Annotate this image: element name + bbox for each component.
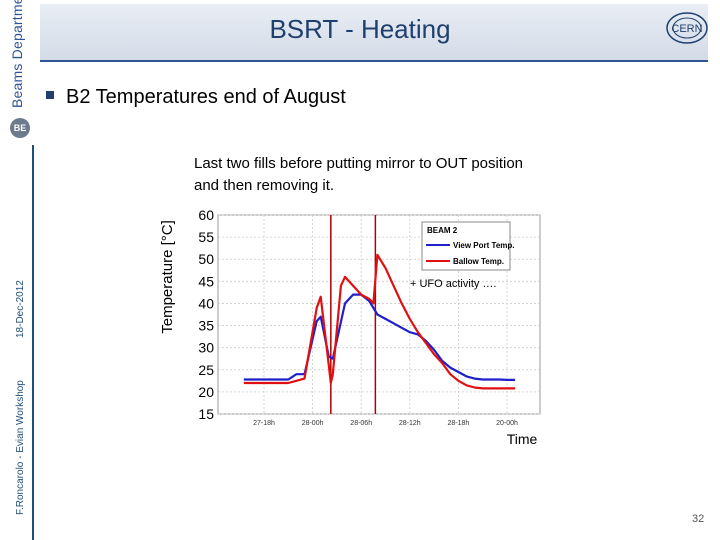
page-number: 32 bbox=[692, 513, 705, 525]
footer-date: 18-Dec-2012 bbox=[15, 280, 26, 338]
sidebar-bottom bbox=[0, 145, 34, 540]
y-tick-label: 25 bbox=[198, 362, 214, 378]
y-tick-label: 45 bbox=[198, 273, 214, 289]
legend: BEAM 2 View Port Temp. Ballow Temp. bbox=[421, 221, 515, 271]
y-tick-label: 30 bbox=[198, 340, 214, 356]
y-tick-label: 15 bbox=[198, 406, 214, 422]
y-tick-label: 60 bbox=[198, 207, 214, 223]
header-bar bbox=[40, 4, 708, 62]
x-tick-label: 20-00h bbox=[496, 420, 518, 427]
chart-grid bbox=[218, 214, 540, 415]
y-tick-label: 55 bbox=[198, 229, 214, 245]
bullet-text: B2 Temperatures end of August bbox=[66, 86, 346, 108]
x-tick-label: 28-06h bbox=[350, 420, 372, 427]
bullet-square-icon bbox=[46, 90, 54, 99]
x-axis-label: Time bbox=[507, 431, 538, 447]
cern-logo-text: CERN bbox=[671, 23, 702, 35]
series-lines bbox=[243, 253, 516, 390]
x-tick-label: 28-18h bbox=[448, 420, 470, 427]
y-tick-label: 40 bbox=[198, 295, 214, 311]
y-tick-label: 20 bbox=[198, 384, 214, 400]
legend-label-bellow: Ballow Temp. bbox=[453, 257, 504, 266]
bullet-point: B2 Temperatures end of August bbox=[46, 86, 346, 109]
x-tick-labels: 27-18h 28-00h 28-06h 28-12h 28-18h 20-00h bbox=[253, 420, 518, 427]
x-tick-label: 28-12h bbox=[399, 420, 421, 427]
legend-title: BEAM 2 bbox=[427, 226, 458, 235]
cern-logo-icon: CERN bbox=[666, 12, 708, 44]
description-line-1: Last two fills before putting mirror to … bbox=[194, 155, 524, 172]
x-tick-label: 28-00h bbox=[302, 420, 324, 427]
y-tick-label: 50 bbox=[198, 251, 214, 267]
sidebar: Beams Department BE F.Roncarolo - Evian … bbox=[0, 0, 34, 540]
x-tick-label: 27-18h bbox=[253, 420, 275, 427]
description-line-2: and then removing it. bbox=[194, 177, 335, 194]
slide-title: BSRT - Heating bbox=[269, 14, 451, 44]
legend-label-view-port: View Port Temp. bbox=[453, 241, 515, 250]
y-axis-label: Temperature [°C] bbox=[159, 220, 176, 334]
footer-author: F.Roncarolo - Evian Workshop bbox=[15, 380, 26, 515]
series-line-bellow bbox=[243, 253, 516, 390]
y-tick-label: 35 bbox=[198, 318, 214, 334]
ufo-annotation: + UFO activity …. bbox=[410, 278, 497, 290]
sidebar-top: Beams Department BE bbox=[0, 0, 34, 145]
series-line-view-port bbox=[243, 293, 516, 381]
description: Last two fills before putting mirror to … bbox=[194, 153, 594, 197]
be-logo-icon: BE bbox=[10, 118, 30, 138]
y-tick-labels: 60 55 50 45 40 35 30 25 20 15 bbox=[198, 207, 214, 422]
